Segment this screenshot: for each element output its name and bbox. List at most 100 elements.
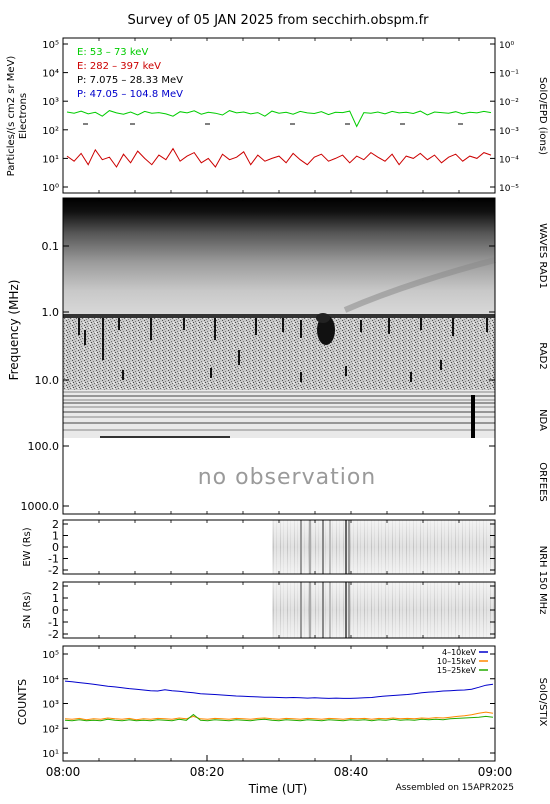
stix-tick-label: 10² bbox=[42, 724, 59, 735]
rad2-burst-stripe bbox=[410, 372, 412, 382]
rad2-burst-stripe bbox=[345, 366, 347, 376]
nrh-burst-stripe bbox=[300, 582, 302, 638]
nrh-tick-label: 1 bbox=[52, 530, 59, 543]
rad2-burst-stripe bbox=[78, 318, 80, 335]
epd-ylabel-electrons: Electrons bbox=[18, 93, 29, 139]
nrh-ew-fade bbox=[272, 520, 495, 574]
rad1-drift-curve bbox=[343, 257, 496, 313]
nrh-tick-label: 2 bbox=[52, 518, 59, 531]
stix-series-line bbox=[64, 680, 494, 699]
epd-left-tick-label: 10¹ bbox=[42, 154, 59, 165]
epd-right-tick-label: 10⁰ bbox=[499, 41, 514, 51]
rad2-burst-stripe bbox=[214, 318, 216, 340]
nrh-sn-label: SN (Rs) bbox=[22, 591, 33, 628]
epd-series-line bbox=[66, 147, 492, 168]
rad2-burst-stripe bbox=[238, 350, 240, 365]
stix-tick-label: 10³ bbox=[42, 700, 59, 711]
footer-assembled: Assembled on 15APR2025 bbox=[396, 783, 514, 793]
stix-tick-label: 10⁴ bbox=[42, 675, 59, 686]
rad2-burst-stripe bbox=[102, 318, 104, 360]
nrh-burst-stripe bbox=[309, 582, 311, 638]
nrh-tick-label: 0 bbox=[52, 541, 59, 554]
time-tick-label: 08:00 bbox=[46, 765, 81, 779]
rad2-burst-stripe bbox=[360, 320, 362, 332]
rad2-burst-stripe bbox=[300, 320, 302, 338]
epd-left-tick-label: 10⁴ bbox=[42, 69, 59, 80]
time-tick-label: 08:40 bbox=[334, 765, 369, 779]
stix-right-label: SolO/STIX bbox=[537, 678, 548, 727]
nda-lines bbox=[63, 391, 495, 438]
nrh-tick-label: 2 bbox=[52, 580, 59, 593]
spectrum-tick-label: 0.1 bbox=[42, 240, 60, 253]
time-axis: 08:00 08:20 08:40 09:00 bbox=[46, 38, 513, 779]
spectrum-tick-label: 1.0 bbox=[42, 306, 60, 319]
label-rad2: RAD2 bbox=[537, 342, 548, 369]
rad1-area bbox=[63, 198, 495, 314]
nrh-tick-label: 1 bbox=[52, 592, 59, 605]
rad2-burst-stripe bbox=[122, 370, 124, 380]
nrh-burst-stripe bbox=[322, 520, 324, 574]
no-observation-text: no observation bbox=[198, 465, 377, 490]
epd-lines bbox=[66, 110, 492, 168]
nrh-tick-label: -1 bbox=[48, 553, 59, 566]
spectrum-panel: no observation 0.1 1.0 10.0 100.0 1000.0 Fre… bbox=[7, 197, 548, 515]
rad2-burst-stripe bbox=[183, 318, 185, 330]
epd-ylabel: Particles/(s cm2 sr MeV) bbox=[6, 56, 17, 177]
rad2-burst-stripe bbox=[440, 360, 442, 370]
epd-right-tick-label: 10⁻³ bbox=[499, 127, 519, 137]
nrh-burst-stripe bbox=[348, 582, 350, 638]
epd-right-ticks: 10⁰ 10⁻¹ 10⁻² 10⁻³ 10⁻⁴ 10⁻⁵ bbox=[490, 41, 519, 194]
rad2-burst-stripe bbox=[300, 372, 302, 382]
rad2-bursts bbox=[78, 318, 488, 382]
stix-ticks: 10⁵ 10⁴ 10³ 10² 10¹ bbox=[42, 650, 495, 760]
spectrum-tick-label: 100.0 bbox=[28, 440, 60, 453]
rad2-burst-stripe bbox=[388, 318, 390, 334]
label-waves-rad1: WAVES RAD1 bbox=[537, 223, 548, 289]
nrh-burst-stripe bbox=[300, 520, 302, 574]
nrh-ew-ticks: 210-1-2 bbox=[48, 518, 495, 577]
rad2-burst-stripe bbox=[118, 318, 120, 330]
rad2-burst-stripe bbox=[255, 318, 257, 335]
epd-legend-entry: E: 53 – 73 keV bbox=[77, 47, 148, 58]
time-tick-label: 09:00 bbox=[478, 765, 513, 779]
stix-series-line bbox=[64, 711, 494, 721]
nrh-burst-stripe bbox=[329, 520, 331, 574]
rad2-burst-stripe bbox=[84, 330, 86, 345]
nrh-right-label: NRH 150 MHz bbox=[537, 546, 548, 615]
epd-left-tick-label: 10² bbox=[42, 126, 59, 137]
page-title: Survey of 05 JAN 2025 from secchirh.obsp… bbox=[128, 13, 430, 28]
nrh-ew-label: EW (Rs) bbox=[22, 527, 33, 566]
nrh-burst-stripe bbox=[345, 520, 347, 574]
rad2-burst-stripe bbox=[210, 368, 212, 378]
rad2-burst-stripe bbox=[150, 318, 152, 340]
nrh-burst-stripe bbox=[345, 582, 347, 638]
epd-left-tick-label: 10⁰ bbox=[42, 183, 59, 194]
epd-left-tick-label: 10⁵ bbox=[42, 40, 59, 51]
nrh-tick-label: 0 bbox=[52, 604, 59, 617]
epd-right-tick-label: 10⁻⁴ bbox=[499, 155, 519, 165]
stix-tick-label: 10¹ bbox=[42, 749, 59, 760]
nrh-burst-stripe bbox=[329, 582, 331, 638]
nrh-tick-label: -2 bbox=[48, 628, 59, 641]
epd-right-label: SolO/EPD (ions) bbox=[537, 77, 548, 155]
nda-spike bbox=[471, 395, 475, 438]
epd-right-tick-label: 10⁻⁵ bbox=[499, 184, 519, 194]
spectrum-tick-label: 10.0 bbox=[35, 374, 60, 387]
label-nda: NDA bbox=[537, 409, 548, 431]
nrh-sn-ticks: 210-1-2 bbox=[48, 580, 495, 641]
stix-frame bbox=[62, 645, 496, 762]
stix-legend-entry: 4–10keV bbox=[442, 648, 477, 657]
epd-right-tick-label: 10⁻² bbox=[499, 98, 519, 108]
rad2-burst-stripe bbox=[282, 318, 284, 332]
nrh-sn-bursts bbox=[300, 582, 350, 638]
stix-ylabel: COUNTS bbox=[16, 679, 29, 725]
epd-series-line bbox=[66, 110, 492, 128]
epd-legend-entry: E: 282 – 397 keV bbox=[77, 61, 161, 72]
spectrum-ticks: 0.1 1.0 10.0 100.0 1000.0 bbox=[21, 240, 495, 513]
stix-tick-label: 10⁵ bbox=[42, 650, 59, 661]
rad2-top-band bbox=[63, 314, 495, 318]
epd-right-tick-label: 10⁻¹ bbox=[499, 70, 519, 80]
